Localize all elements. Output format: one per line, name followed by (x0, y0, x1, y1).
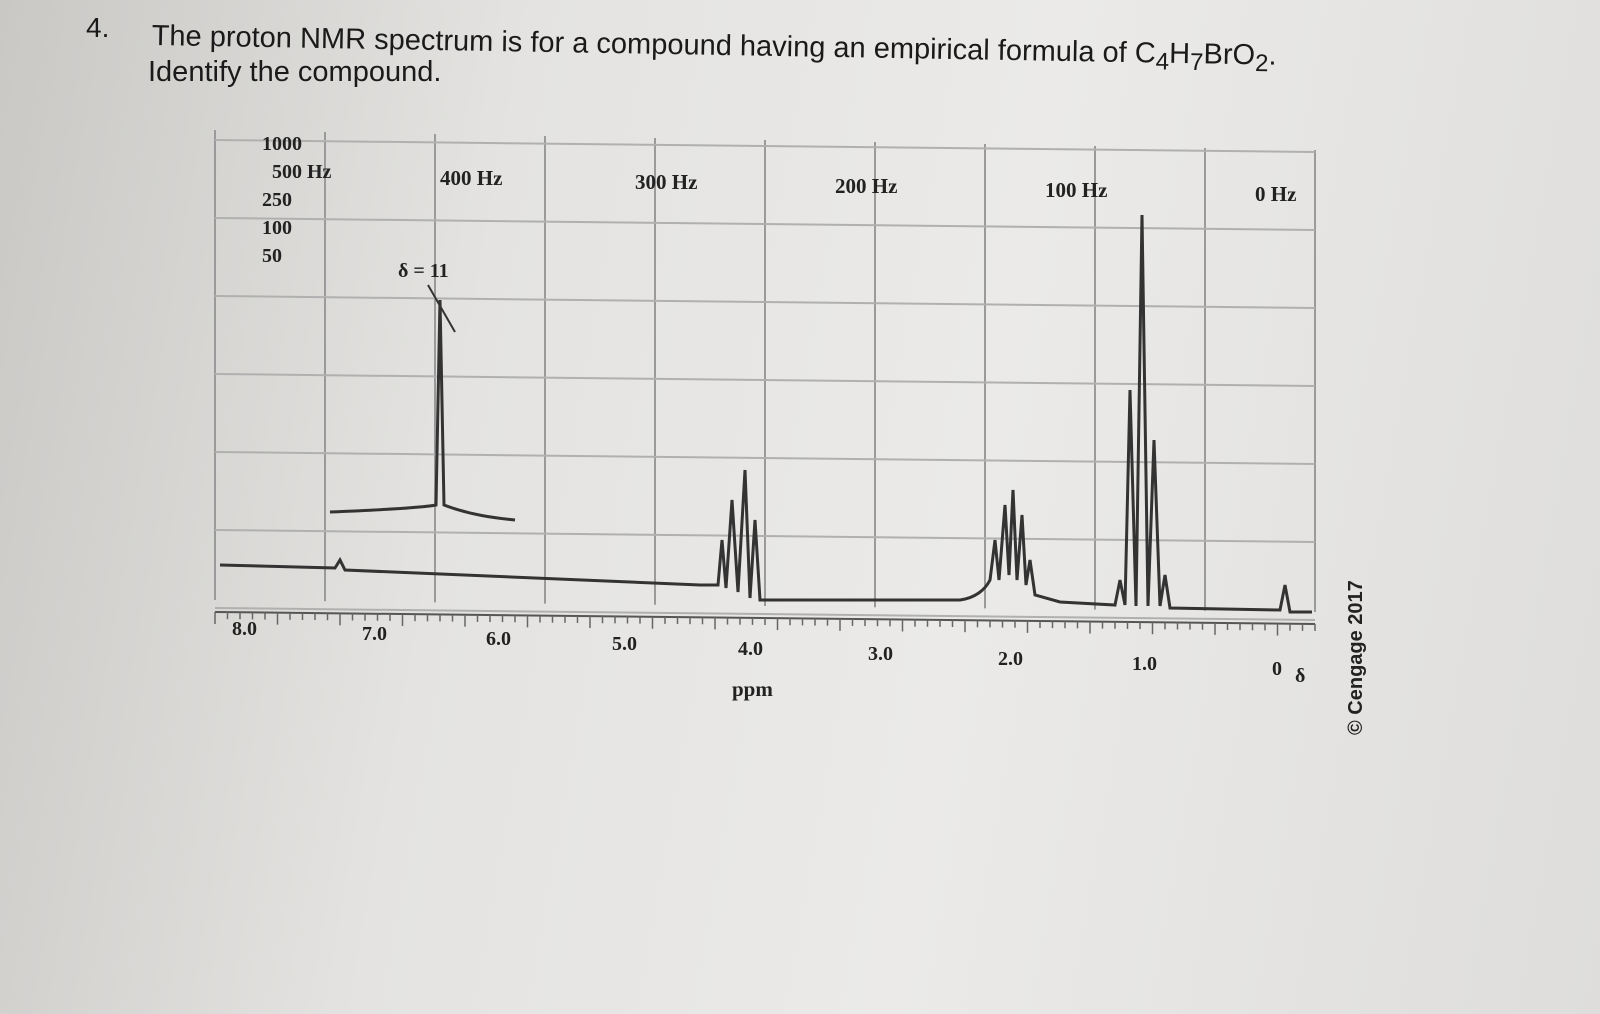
question-line-2: Identify the compound. (148, 56, 442, 88)
grid-line (214, 607, 1316, 621)
grid-line (214, 529, 1316, 543)
grid (214, 130, 1316, 621)
hz-label: 400 Hz (440, 166, 502, 190)
scale-label: 500 Hz (272, 161, 332, 183)
ppm-tick-label: 3.0 (868, 643, 893, 665)
grid-line (214, 373, 1316, 387)
grid-line (214, 217, 1316, 231)
ppm-tick-label: 1.0 (1132, 653, 1157, 675)
inset-label: δ = 11 (398, 260, 449, 282)
arrow (427, 284, 456, 333)
hz-label: 300 Hz (635, 170, 697, 194)
hz-label: 200 Hz (835, 174, 897, 198)
axis-ticks (214, 612, 1316, 636)
question-number: 4. (86, 12, 110, 43)
ppm-tick-label: 0 (1272, 658, 1282, 680)
ppm-tick-label: 5.0 (612, 633, 637, 655)
scale-label: 50 (262, 245, 282, 267)
grid-line (214, 295, 1316, 309)
scale-label: 250 (262, 189, 292, 211)
ppm-tick-label: 7.0 (362, 623, 387, 645)
delta-symbol: δ (1295, 665, 1305, 687)
hz-label: 0 Hz (1255, 182, 1296, 206)
copyright: © Cengage 2017 (1345, 580, 1367, 735)
ppm-tick-label: 2.0 (998, 648, 1023, 670)
scale-label: 1000 (262, 133, 302, 155)
ppm-tick-label: 6.0 (486, 628, 511, 650)
hz-label: 100 Hz (1045, 178, 1107, 202)
scale-label: 100 (262, 217, 292, 239)
ppm-tick-label: 8.0 (232, 618, 257, 640)
axis-label: ppm (732, 677, 773, 701)
ppm-tick-label: 4.0 (738, 638, 763, 660)
spectrum-trace (219, 214, 1312, 614)
inset-trace (329, 299, 516, 522)
grid-line (214, 139, 1316, 153)
